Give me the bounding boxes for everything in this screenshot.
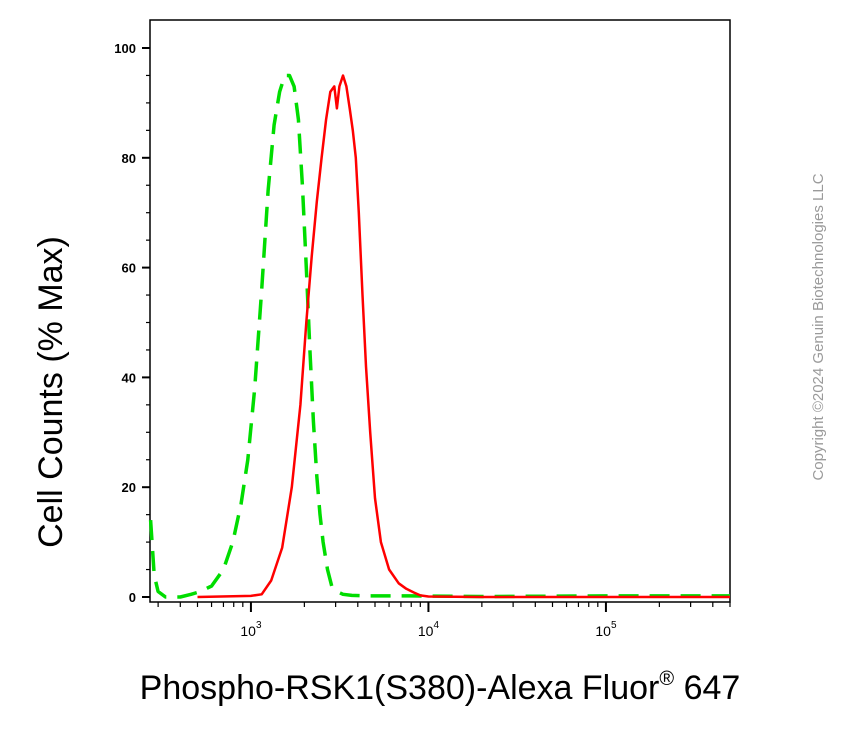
y-tick-label: 20: [122, 480, 136, 495]
x-tick-label-exponent: 5: [611, 620, 617, 631]
y-tick-label: 80: [122, 151, 136, 166]
series-line-solid: [197, 74, 730, 599]
copyright-watermark: Copyright ©2024 Genuin Biotechnologies L…: [810, 173, 827, 480]
y-tick-label: 60: [122, 261, 136, 276]
x-tick-label: 104: [418, 620, 440, 639]
x-tick-label: 105: [595, 620, 617, 639]
x-axis-title-spacer: [674, 669, 683, 707]
x-tick-label-exponent: 3: [256, 620, 262, 631]
y-tick-label: 100: [114, 41, 136, 56]
x-axis-title-main: Phospho-RSK1(S380)-Alexa Fluor: [140, 669, 660, 707]
x-tick-label-exponent: 4: [433, 620, 439, 631]
x-axis-title-suffix: 647: [684, 669, 741, 707]
y-axis-title: Cell Counts (% Max): [32, 236, 70, 548]
x-tick-label: 103: [240, 620, 262, 639]
series-layer: [148, 73, 730, 599]
x-axis-title: Phospho-RSK1(S380)-Alexa Fluor® 647: [140, 668, 741, 707]
plot-frame: [149, 19, 731, 603]
y-tick-label: 0: [129, 590, 136, 605]
y-axis-ticks: 0 20 40 60 80 100: [114, 41, 150, 605]
x-tick-label-base: 10: [595, 623, 611, 639]
x-axis-ticks: 103 104 105: [157, 602, 731, 639]
x-tick-label-base: 10: [418, 623, 434, 639]
x-axis-title-registered: ®: [659, 668, 674, 690]
y-tick-label: 40: [122, 370, 136, 385]
series-line-dashed: [148, 73, 730, 599]
x-tick-label-base: 10: [240, 623, 256, 639]
